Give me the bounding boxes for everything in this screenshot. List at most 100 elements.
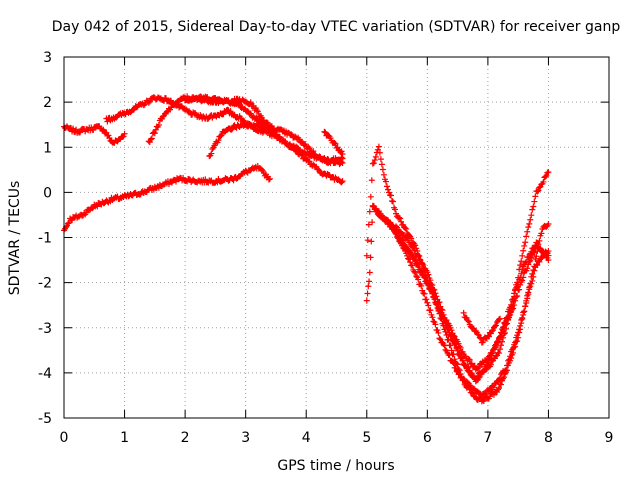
data-point [541,251,548,258]
data-point [334,144,341,151]
data-point [433,301,440,308]
data-point [497,334,503,341]
series-arc-a [61,123,128,146]
data-point [442,328,449,335]
data-point [500,324,507,331]
data-point [465,318,472,325]
data-point [429,289,436,296]
data-point [455,351,462,358]
data-point [528,212,535,219]
data-point [472,328,479,335]
y-tick-label: 1 [43,140,52,156]
data-point [512,339,519,346]
x-tick-label: 5 [362,430,371,446]
data-point [489,349,496,356]
data-point [527,216,534,223]
series-arc-j [369,203,552,373]
x-tick-label: 7 [483,430,492,446]
data-point [540,178,547,185]
data-point [463,364,470,371]
data-point [338,148,345,155]
data-point [383,217,390,224]
data-point [105,132,112,139]
data-point [94,203,101,210]
data-point [475,364,482,371]
data-point [379,166,386,173]
data-point [497,346,503,353]
data-point [519,266,526,273]
data-point [494,386,501,393]
data-point [253,107,260,114]
data-point [321,128,328,135]
data-point [526,286,533,293]
data-point [447,342,454,349]
data-point [450,351,457,358]
data-point [513,284,520,291]
x-tick-label: 6 [423,430,432,446]
data-point [406,248,413,255]
data-point [495,385,502,392]
data-point [534,188,541,195]
data-point [517,322,524,329]
data-point [403,225,410,232]
data-point [520,247,527,254]
data-point [514,332,521,339]
data-point [519,252,526,259]
data-point [435,329,442,336]
data-point [425,281,432,288]
data-point [492,344,499,351]
data-point [478,394,485,401]
data-point [443,332,450,339]
data-point [425,302,432,309]
data-point [384,186,391,193]
data-point [155,122,162,129]
data-point [366,269,373,276]
data-point [453,345,460,352]
data-point [527,257,534,264]
data-point [445,326,452,333]
data-point [406,256,413,263]
data-point [465,368,472,375]
x-tick-label: 0 [60,430,69,446]
data-point [487,361,494,368]
data-point [365,221,372,228]
y-tick-label: -4 [38,366,52,382]
data-point [420,261,427,268]
data-point [521,308,528,315]
data-point [518,258,525,265]
data-point [483,363,490,370]
data-point [377,156,384,163]
data-point [515,281,522,288]
data-points [61,93,552,405]
data-point [523,233,530,240]
data-point [464,317,471,324]
data-point [393,210,400,217]
data-point [145,99,152,106]
data-point [70,125,77,132]
data-point [442,346,449,353]
data-point [452,341,459,348]
data-point [424,299,431,306]
data-point [530,203,537,210]
x-tick-label: 8 [544,430,553,446]
data-point [535,241,542,248]
data-point [508,301,515,308]
data-point [421,290,428,297]
data-point [375,143,382,150]
data-point [412,269,419,276]
data-point [490,384,497,391]
data-point [130,106,137,113]
data-point [532,256,539,263]
data-point [331,139,338,146]
data-point [482,391,489,398]
series-arc-g [321,128,346,158]
data-point [420,290,427,297]
data-point [413,260,420,267]
data-point [533,253,540,260]
data-point [504,362,511,369]
data-point [453,368,460,375]
data-point [439,313,446,320]
data-point [475,374,482,381]
data-point [543,172,550,179]
data-point [371,157,378,164]
